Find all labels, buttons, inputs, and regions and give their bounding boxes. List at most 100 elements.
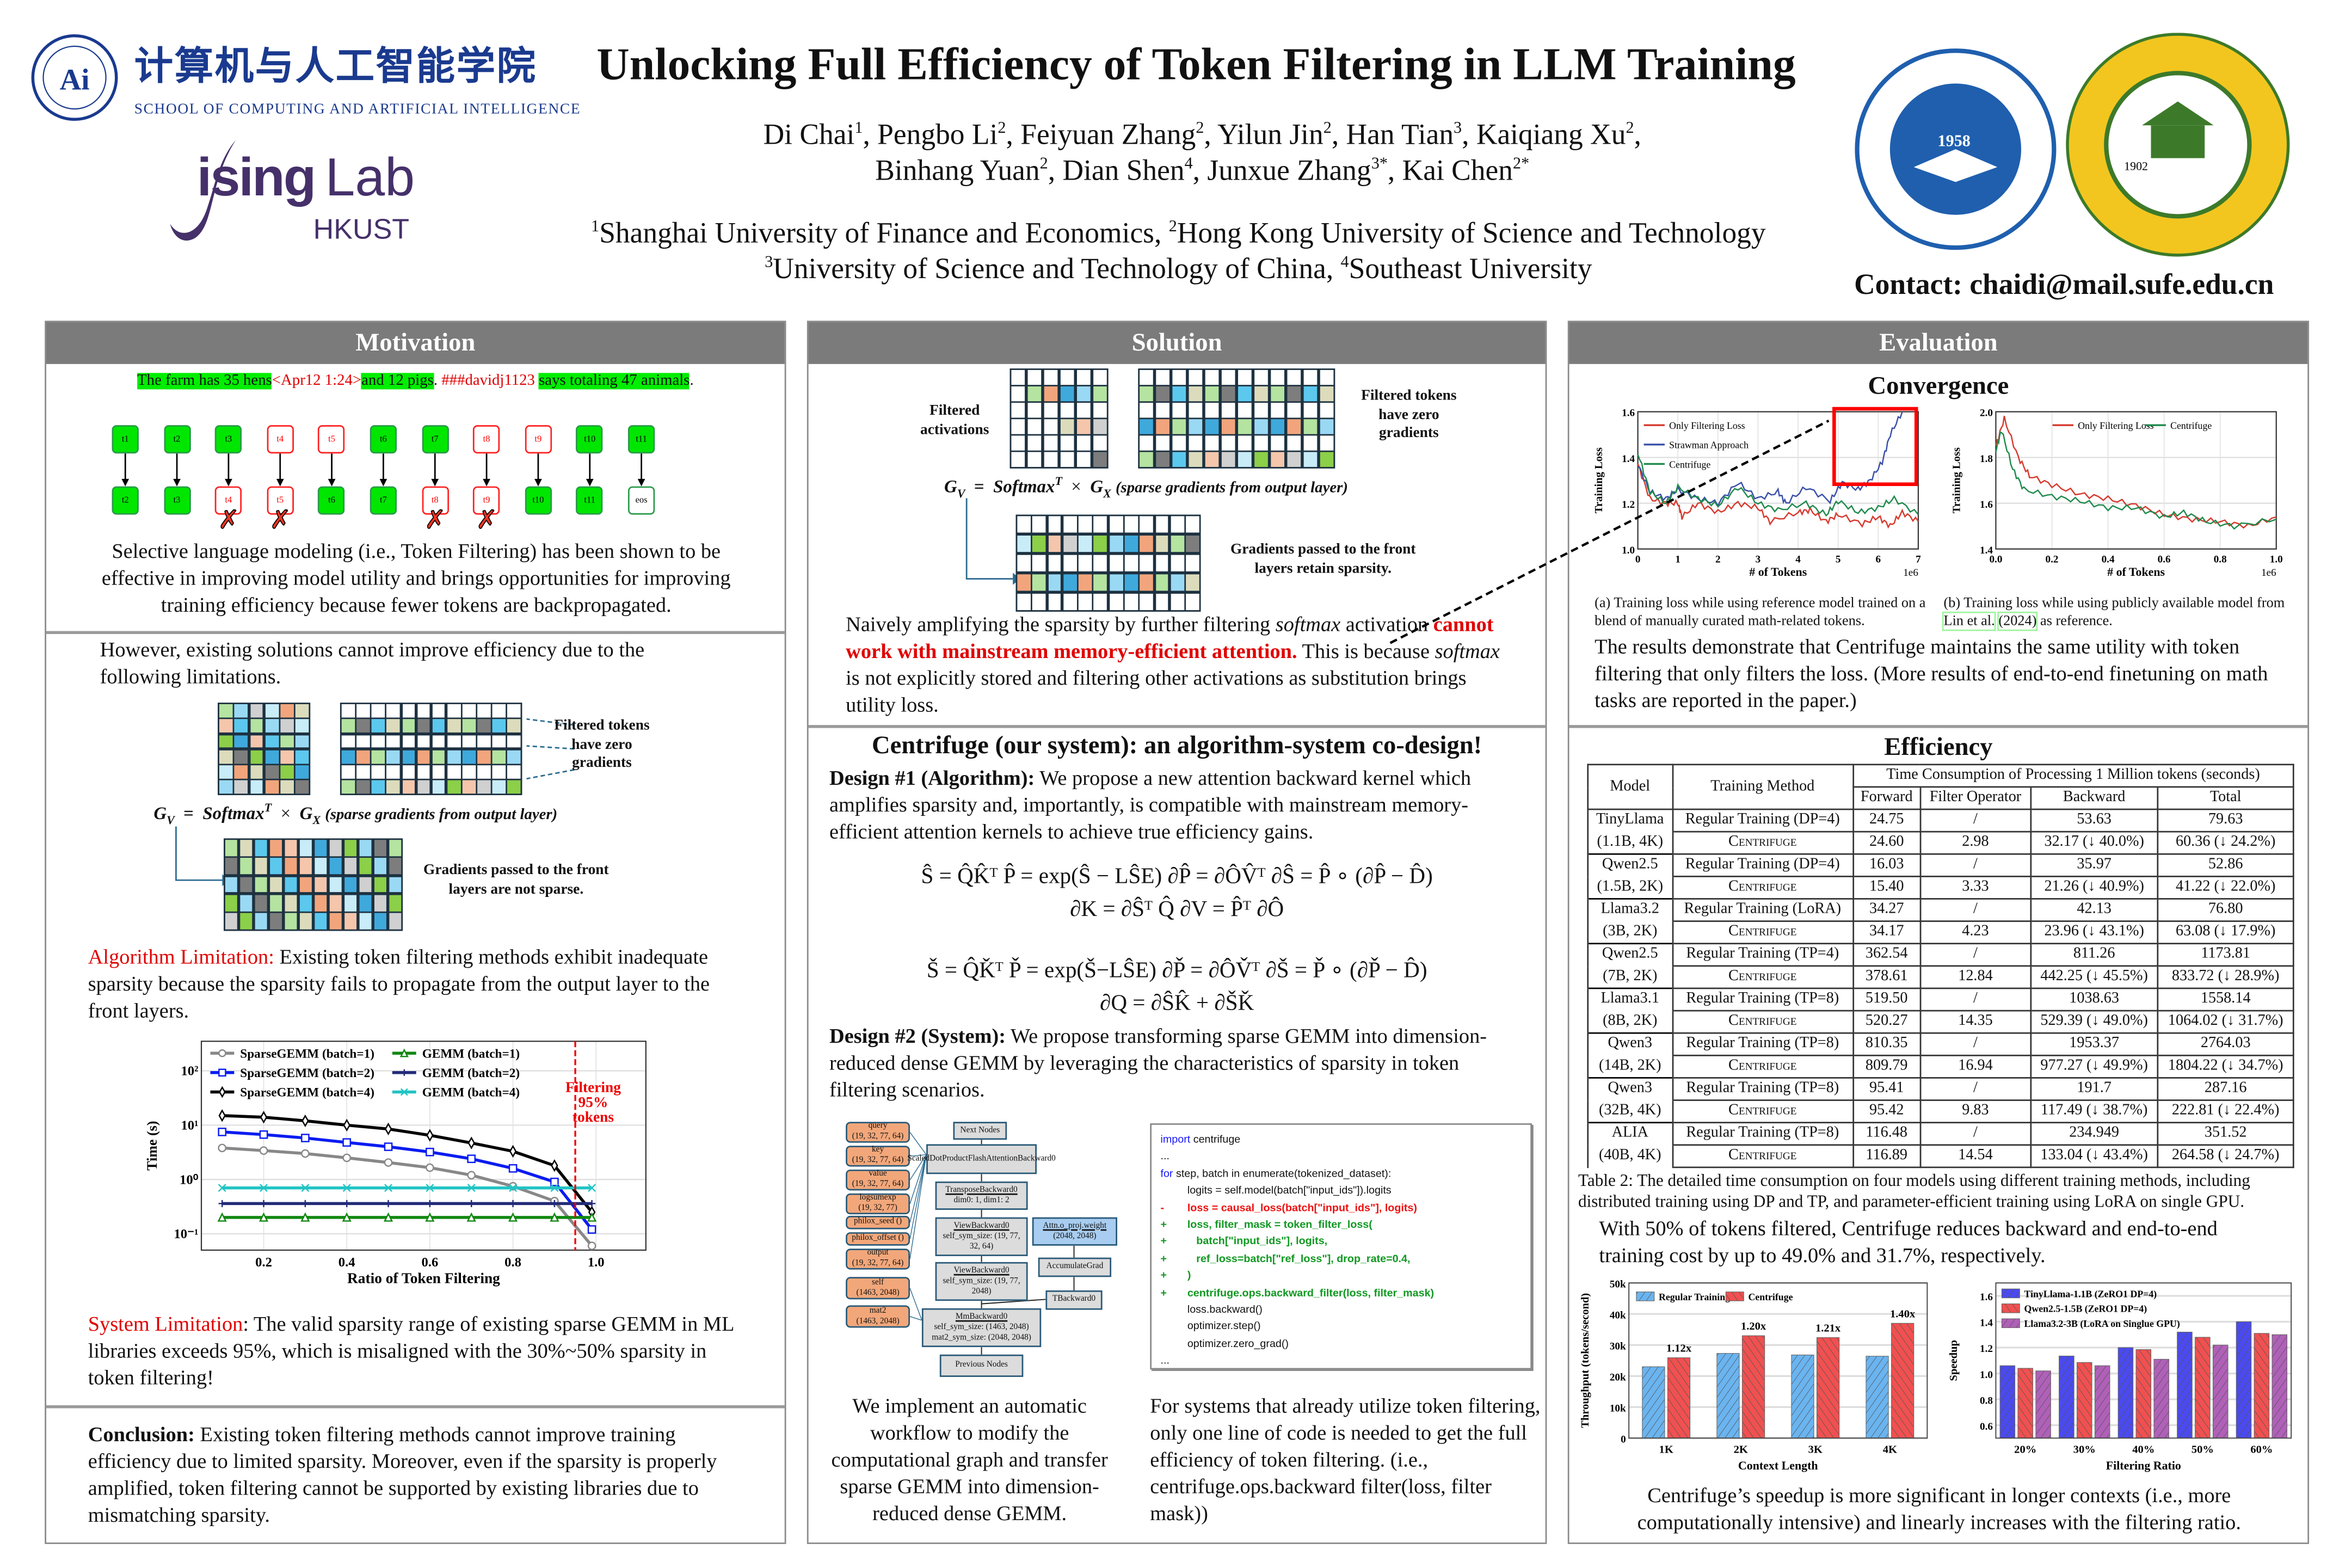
sentence-token-kept: The farm has 35 hens [137,373,272,390]
y-tick-label: 40k [1610,1309,1626,1321]
data-point-plus [426,1200,434,1207]
matrix-cell [1076,403,1091,417]
citation-year-link[interactable]: (2024) [1997,611,2039,631]
arrow-icon [965,498,1020,585]
matrix-cell [1124,593,1138,611]
matrix-cell [1060,452,1074,467]
data-point-square [587,1225,596,1234]
matrix-cell [255,895,268,911]
caption-b-text: as reference. [2036,613,2113,630]
efficiency-table: Model Training Method Time Consumption of … [1587,764,2294,1169]
author-name: Kai Chen [1402,156,1513,187]
sdpa-node: ScaledDotProductFlashAttentionBackward0 [907,1144,1056,1175]
table-caption: Table 2: The detailed time consumption o… [1578,1172,2250,1211]
y-tick-label: 10² [181,1064,198,1079]
matrix-cell [219,765,232,779]
model-cell: Qwen3 [1587,1078,1673,1100]
target-token: t7 [370,486,397,515]
matrix-cell [1044,370,1058,385]
matrix-cell [1032,516,1046,533]
matrix-cell [255,858,268,875]
node-text: AccumulateGrad [1046,1262,1104,1271]
matrix-cell [356,750,370,764]
legend-swatch [2001,1288,2020,1299]
table-row: Qwen2.5 Regular Training (TP=4) 362.54/811… [1587,943,2294,967]
matrix-cell [493,750,506,764]
bar [2017,1368,2033,1438]
model-cell: (7B, 2K) [1587,966,1673,988]
matrix-cell [250,765,263,779]
matrix-cell [432,750,445,764]
contact-email[interactable]: Contact: chaidi@mail.sufe.edu.cn [1854,270,2274,302]
col-header: Backward [2029,786,2159,810]
node-shape: (19, 32, 77, 64) [852,1259,904,1268]
workflow-caption: We implement an automatic workflow to mo… [831,1396,1108,1527]
x-tick-label: 2 [1715,554,1721,565]
code-text: step, batch in enumerate(tokenized_datas… [1173,1166,1392,1180]
value-cell: / [1919,987,2031,1012]
node-name: philox_seed () [854,1217,902,1227]
matrix-cell [1205,419,1220,434]
table-row: Llama3.2 Regular Training (LoRA) 34.27/42.… [1587,898,2294,922]
conclusion-title: Conclusion: [88,1424,195,1447]
matrix-cell [341,765,355,779]
affiliation-name: Hong Kong University of Science and Tech… [1177,218,1766,250]
matrix-cell [477,704,491,717]
graph-edge [909,1132,927,1155]
node-shape: (1463, 2048) [856,1288,900,1298]
value-cell: 810.35 [1852,1032,1922,1056]
data-point-x [550,1184,559,1192]
series-line [1995,415,2277,529]
text: This is because [1297,641,1435,664]
matrix-cell [1189,386,1203,401]
bar [1866,1356,1889,1438]
value-cell: 529.39 (↓ 49.0%) [2029,1010,2159,1034]
system-heading: Centrifuge (our system): an algorithm-sy… [872,731,1482,760]
matrix-cell [417,719,430,733]
matrix-cell [1189,452,1203,467]
table-row: ALIA Regular Training (TP=8) 116.48/234.94… [1587,1122,2294,1146]
matrix-cell [1032,535,1046,552]
matrix-cell [1286,386,1301,401]
matrix-cell [219,704,232,717]
table-row: Llama3.1 Regular Training (TP=8) 519.50/10… [1587,987,2294,1012]
matrix-cell [447,780,460,794]
input-token: t10 [576,425,604,454]
matrix-cell [344,858,357,875]
matrix-cell [1124,535,1138,552]
matrix-cell [1092,419,1107,434]
matrix-cell [1319,386,1334,401]
bar [2271,1334,2288,1438]
matrix-cell [386,704,400,717]
affiliations-line-2: 3University of Science and Technology of… [765,253,1592,286]
graph-edge [909,1154,927,1239]
x-axis-scale: 1e6 [1903,567,1918,579]
method-cell: Regular Training (TP=8) [1671,1032,1854,1056]
x-tick-label: 0 [1635,554,1641,565]
citation-link[interactable]: Lin et al. [1942,611,1997,631]
input-token: t3 [215,425,242,454]
author-affiliation-mark: 2 [1039,155,1048,173]
value-cell: 442.25 (↓ 45.5%) [2029,965,2159,989]
dashed-callout-arrow [1389,420,1830,644]
not-sparse-label: Gradients passed to the front layers are… [423,862,609,897]
school-name-cn: 计算机与人工智能学院 [134,45,537,90]
matrix-cell [1171,535,1184,552]
author-affiliation-mark: 3* [1371,155,1388,173]
matrix-cell [1254,452,1269,467]
value-cell: 34.17 [1852,920,1922,945]
matrix-cell [1011,419,1026,434]
ustc-logo: 1958 [1855,48,2057,250]
matrix-cell [432,780,445,794]
target-token: t8 [421,486,448,515]
arrowhead-icon [483,478,490,487]
series-line [222,1130,593,1231]
formula-times: × [280,802,291,824]
matrix-cell [356,765,370,779]
value-cell: 2.98 [1919,831,2031,855]
value-cell: 16.03 [1852,853,1922,877]
code-text: loss = causal_loss(batch["input_ids"], l… [1187,1200,1417,1214]
target-token: t3 [163,486,190,515]
legend-swatch [2001,1318,2020,1329]
data-point-triangle [399,1048,409,1057]
